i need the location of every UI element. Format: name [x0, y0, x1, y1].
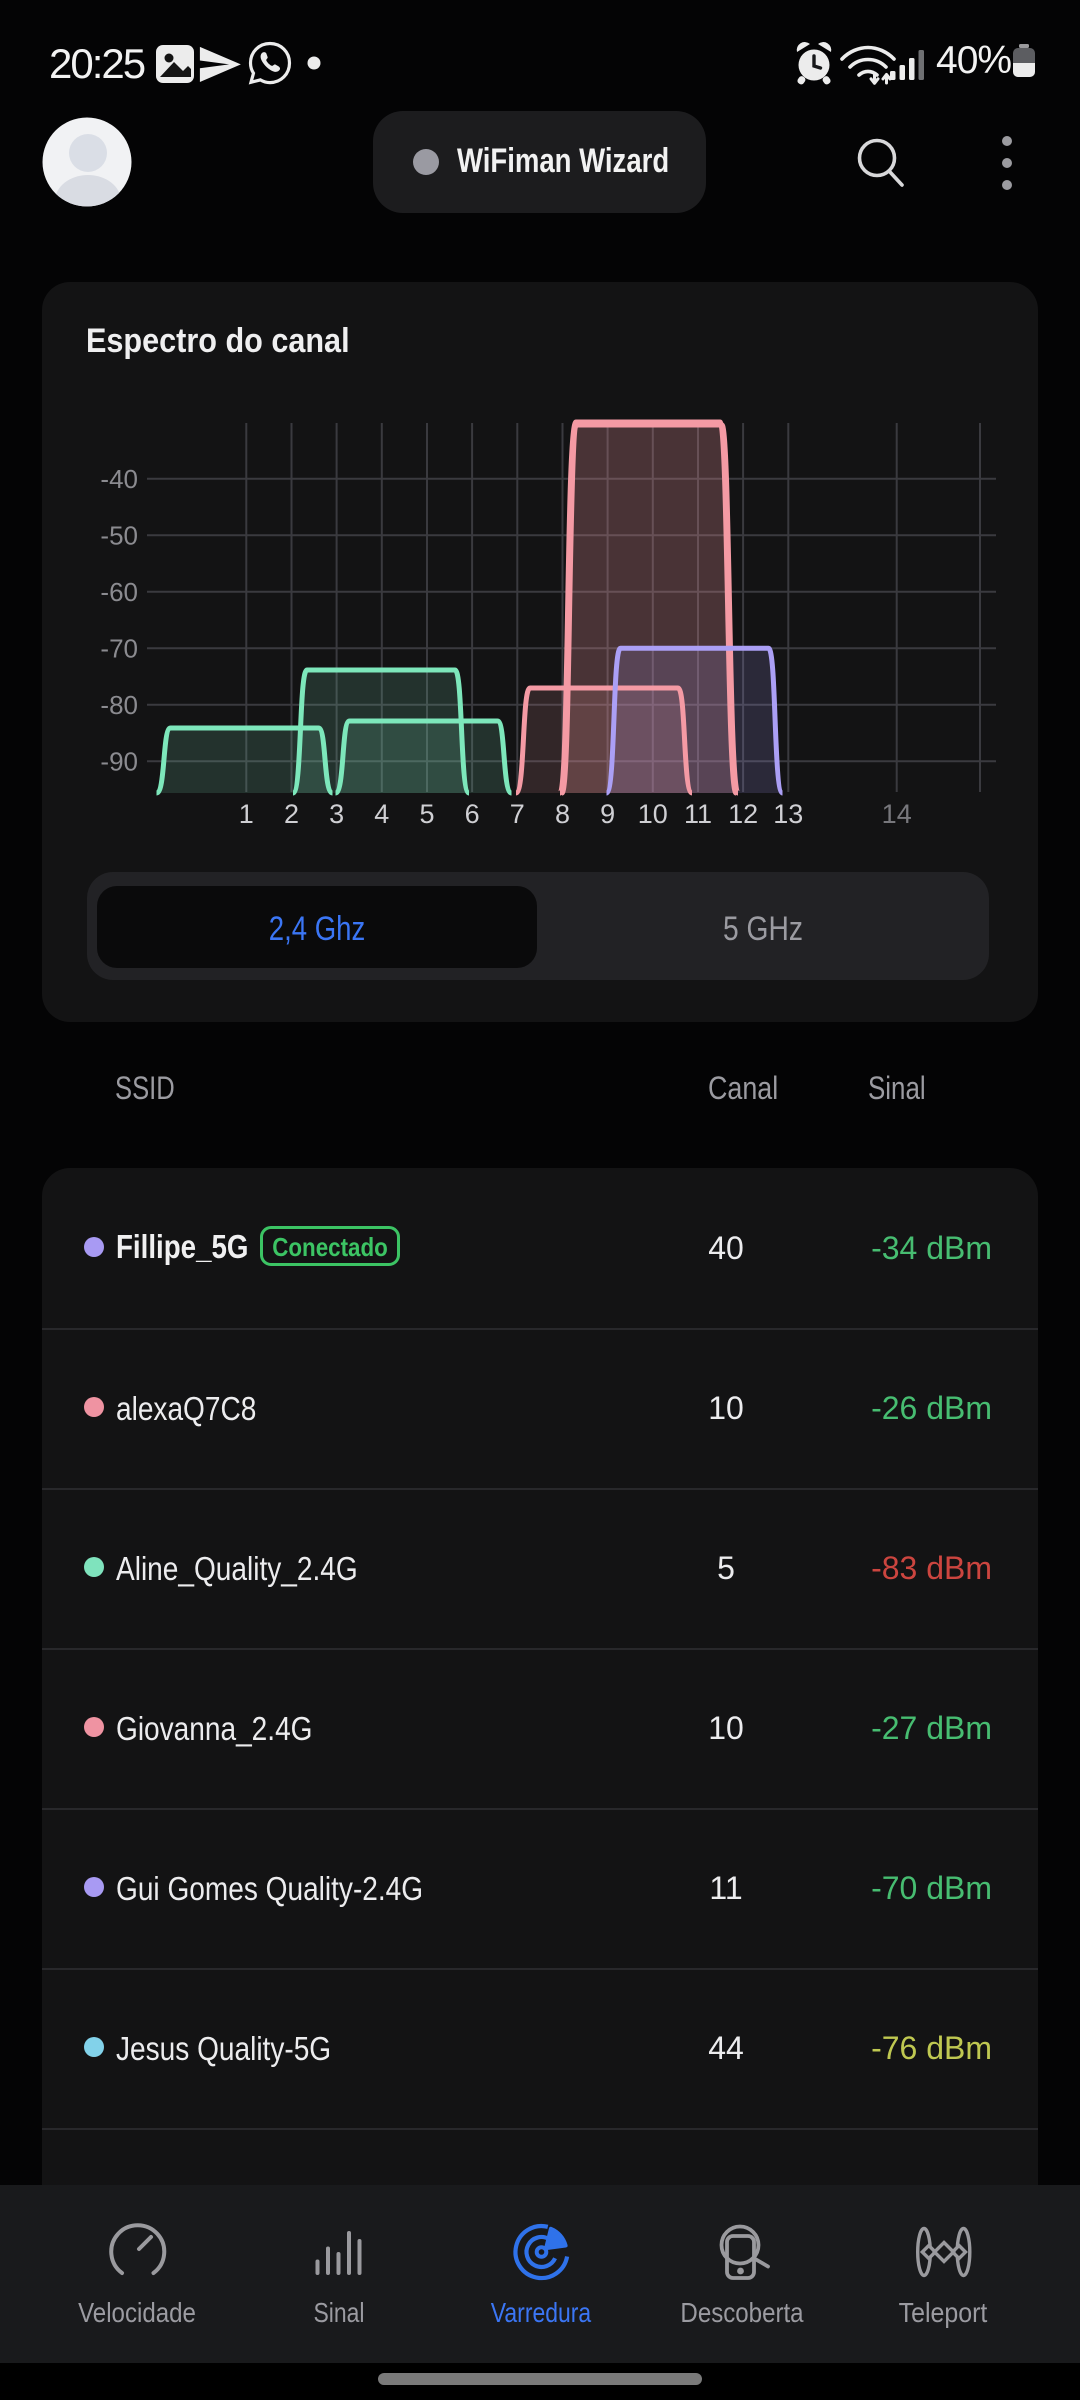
svg-text:11: 11	[684, 799, 712, 829]
svg-text:14: 14	[882, 799, 912, 829]
svg-text:13: 13	[773, 799, 803, 829]
svg-text:-40: -40	[100, 464, 138, 494]
svg-text:5: 5	[419, 799, 434, 829]
svg-text:4: 4	[374, 799, 389, 829]
svg-text:-60: -60	[100, 577, 138, 607]
svg-text:-80: -80	[100, 690, 138, 720]
svg-text:-70: -70	[100, 633, 138, 663]
svg-text:9: 9	[600, 799, 615, 829]
svg-text:1: 1	[239, 799, 254, 829]
svg-text:6: 6	[465, 799, 480, 829]
svg-text:-90: -90	[100, 746, 138, 776]
svg-text:3: 3	[329, 799, 344, 829]
svg-text:2: 2	[284, 799, 299, 829]
svg-text:8: 8	[555, 799, 570, 829]
svg-text:-50: -50	[100, 520, 138, 550]
svg-text:10: 10	[638, 799, 668, 829]
svg-text:7: 7	[510, 799, 525, 829]
svg-text:12: 12	[728, 799, 758, 829]
